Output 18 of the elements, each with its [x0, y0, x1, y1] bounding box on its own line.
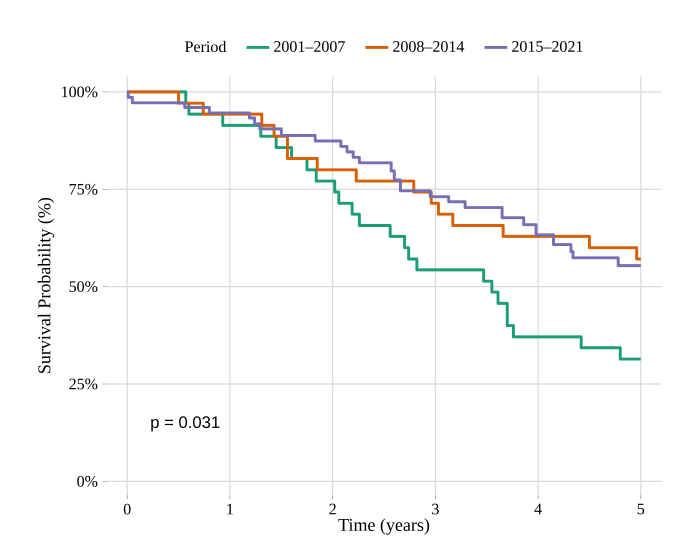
y-tick-label: 25% [69, 378, 98, 390]
x-tick-label: 5 [638, 504, 644, 514]
x-tick-label: 3 [432, 504, 439, 514]
legend-label: 2001–2007 [274, 41, 345, 52]
x-tick-label: 2 [329, 504, 336, 514]
y-tick-label: 50% [70, 281, 98, 292]
x-tick-label: 1 [227, 504, 233, 514]
y-tick-label: 100% [62, 86, 98, 98]
legend-label: 2008–2014 [393, 41, 464, 52]
x-tick-label: 0 [124, 504, 131, 514]
x-axis-title: Time (years) [338, 518, 430, 535]
x-tick-label: 4 [534, 504, 542, 514]
annotation: p = 0.031 [151, 416, 220, 432]
y-tick-label: 0% [77, 476, 98, 487]
y-tick-label: 75% [70, 184, 98, 195]
legend-label: 2015–2021 [512, 41, 582, 52]
y-axis-title: Survival Probability (%) [38, 198, 54, 373]
legend-title: Period [185, 40, 226, 52]
